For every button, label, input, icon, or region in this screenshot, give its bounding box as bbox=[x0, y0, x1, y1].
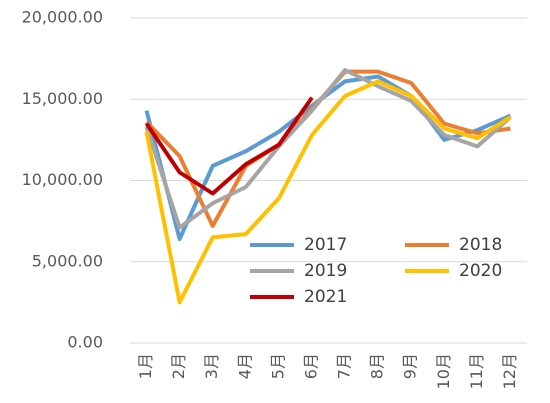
x-tick-label: 12月 bbox=[500, 353, 519, 389]
x-tick-label: 6月 bbox=[301, 353, 320, 379]
x-tick-label: 1月 bbox=[136, 353, 155, 379]
x-tick-label: 2月 bbox=[169, 353, 188, 379]
x-tick-label: 10月 bbox=[434, 353, 453, 389]
legend-label: 2017 bbox=[304, 235, 347, 255]
y-tick-label: 0.00 bbox=[67, 333, 103, 352]
x-tick-label: 9月 bbox=[401, 353, 420, 379]
x-tick-label: 11月 bbox=[467, 353, 486, 389]
x-tick-label: 7月 bbox=[335, 353, 354, 379]
legend-label: 2019 bbox=[304, 261, 347, 281]
legend-label: 2018 bbox=[459, 235, 502, 255]
series-line bbox=[144, 96, 314, 196]
series-line bbox=[144, 79, 512, 305]
y-tick-label: 20,000.00 bbox=[22, 8, 103, 27]
x-tick-label: 3月 bbox=[202, 353, 221, 379]
y-tick-label: 15,000.00 bbox=[22, 89, 103, 108]
legend-label: 2020 bbox=[459, 261, 502, 281]
legend-label: 2021 bbox=[304, 287, 347, 307]
x-tick-label: 5月 bbox=[268, 353, 287, 379]
series-line bbox=[144, 68, 512, 230]
y-tick-label: 5,000.00 bbox=[32, 251, 103, 270]
x-tick-label: 4月 bbox=[235, 353, 254, 379]
series-line bbox=[144, 74, 512, 241]
y-tick-label: 10,000.00 bbox=[22, 170, 103, 189]
x-tick-label: 8月 bbox=[368, 353, 387, 379]
